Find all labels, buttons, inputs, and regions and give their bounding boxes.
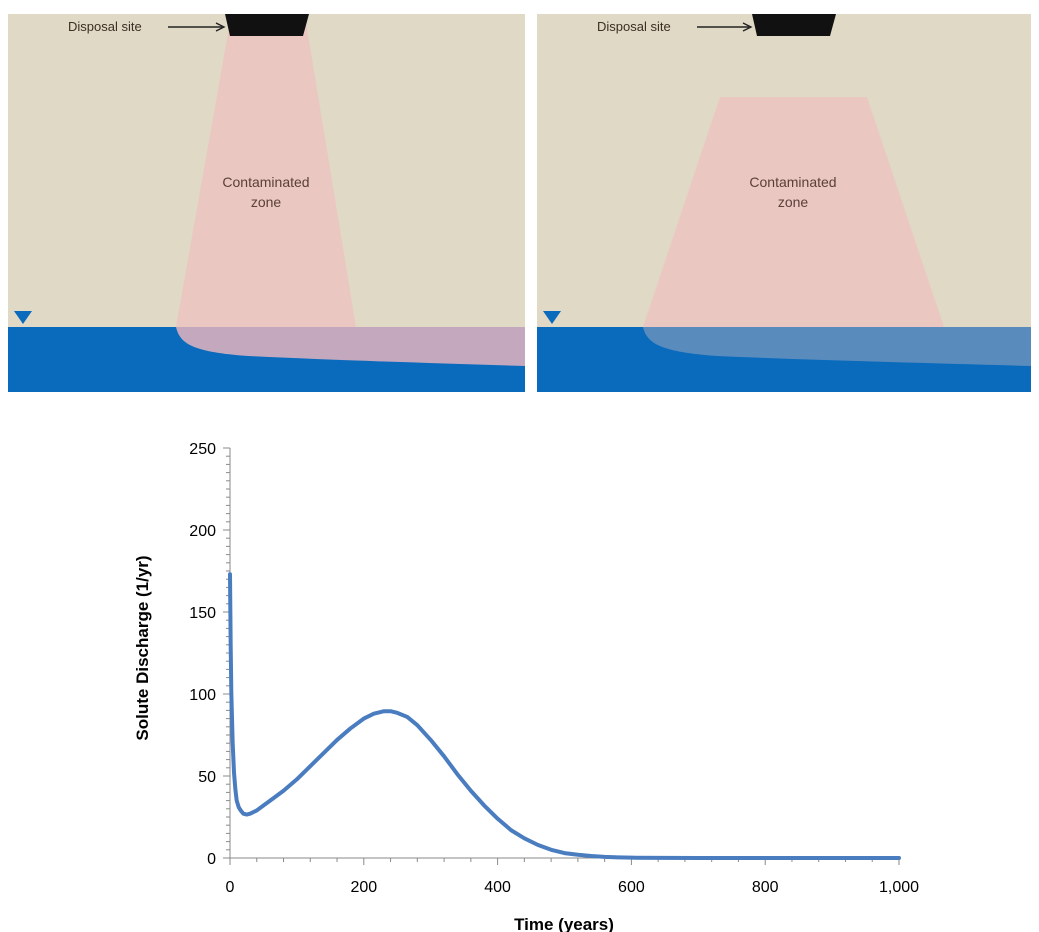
disposal-site	[752, 14, 836, 36]
x-axis-label: Time (years)	[514, 915, 614, 932]
diagram-panel-left: Disposal site Contaminated zone	[8, 14, 525, 392]
disposal-site-label: Disposal site	[68, 19, 142, 34]
zone-label-line-1: Contaminated	[222, 174, 310, 190]
plume-in-aquifer	[176, 327, 525, 366]
y-tick-label: 250	[189, 441, 216, 458]
cross-section-right	[537, 14, 1031, 392]
x-tick-label: 200	[350, 879, 377, 896]
disposal-site-label: Disposal site	[597, 19, 671, 34]
x-tick-label: 600	[618, 879, 645, 896]
contaminated-zone-plume	[176, 22, 356, 327]
chart-axes	[229, 448, 899, 859]
y-tick-label: 100	[189, 687, 216, 704]
y-tick-label: 50	[198, 769, 216, 786]
y-tick-label: 150	[189, 605, 216, 622]
x-tick-label: 400	[484, 879, 511, 896]
water-table-marker-icon	[543, 311, 561, 324]
chart-series	[228, 572, 901, 860]
contaminated-zone-plume	[643, 97, 944, 327]
solute-discharge-chart: 0 50 100 150 200 250 0 200 400 600 800 1,000 Time (…	[133, 441, 919, 932]
zone-label-line-2: zone	[250, 194, 282, 210]
contaminated-zone-label: Contaminated zone	[713, 172, 873, 212]
y-tick-label: 0	[207, 851, 216, 868]
cross-section-left	[8, 14, 525, 392]
x-tick-label: 1,000	[879, 879, 919, 896]
x-tick-label: 800	[752, 879, 779, 896]
y-tick-label: 200	[189, 523, 216, 540]
x-tick-label: 0	[226, 879, 235, 896]
chart-ticks: 0 50 100 150 200 250 0 200 400 600 800 1,000	[189, 441, 919, 896]
diagram-panel-right: Disposal site Contaminated zone	[537, 14, 1031, 392]
plume-in-aquifer	[643, 327, 1031, 366]
water-table-marker-icon	[14, 311, 32, 324]
zone-label-line-2: zone	[777, 194, 809, 210]
disposal-site	[225, 14, 309, 36]
contaminated-zone-label: Contaminated zone	[186, 172, 346, 212]
series-line-0	[228, 572, 901, 860]
y-axis-label: Solute Discharge (1/yr)	[133, 555, 152, 740]
zone-label-line-1: Contaminated	[749, 174, 837, 190]
